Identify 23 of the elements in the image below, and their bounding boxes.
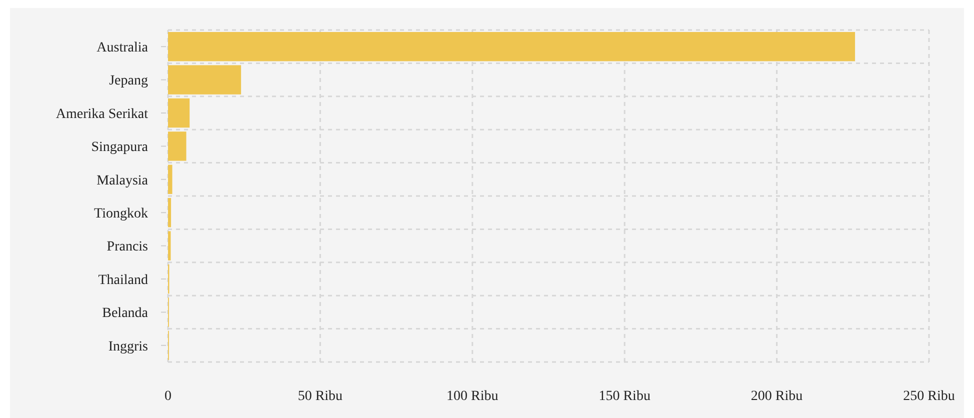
- x-tick-label: 150 Ribu: [598, 389, 650, 404]
- bar: [168, 32, 856, 62]
- y-tick-label: Tiongkok: [94, 206, 148, 222]
- y-tick-label: Australia: [96, 40, 149, 56]
- y-tick-label: Malaysia: [96, 173, 149, 188]
- x-tick-label: 200 Ribu: [750, 389, 803, 404]
- x-tick-label: 100 Ribu: [446, 389, 498, 404]
- bar: [168, 231, 171, 260]
- bar: [168, 198, 172, 228]
- x-tick-label: 50 Ribu: [298, 389, 343, 404]
- y-tick-label: Thailand: [98, 272, 148, 288]
- x-tick-label: 250 Ribu: [903, 389, 955, 404]
- y-tick-label: Amerika Serikat: [56, 106, 148, 122]
- y-tick-label: Prancis: [106, 240, 148, 255]
- y-tick-label: Belanda: [102, 306, 149, 322]
- y-tick-label: Inggris: [108, 339, 148, 354]
- bar: [168, 65, 242, 94]
- y-tick-label: Singapura: [91, 140, 149, 156]
- y-tick-label: Jepang: [109, 74, 148, 89]
- bar: [168, 98, 190, 128]
- bar: [168, 132, 186, 161]
- bar: [168, 164, 172, 194]
- x-tick-label: 0: [164, 389, 172, 404]
